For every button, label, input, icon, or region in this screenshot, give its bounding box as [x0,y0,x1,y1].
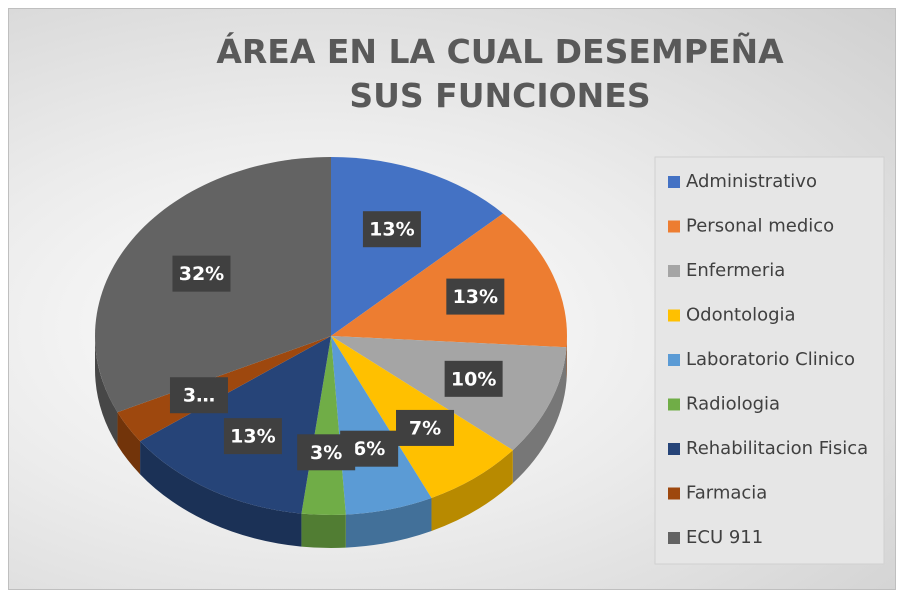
data-label-box [169,377,228,414]
legend-swatch [668,265,680,277]
legend-label: Personal medico [686,216,834,237]
slice-side [140,441,302,547]
data-label-box [297,434,356,471]
chart-title: ÁREA EN LA CUAL DESEMPEÑA SUS FUNCIONES [216,32,784,115]
data-label: 3… [183,385,215,407]
data-label-box [223,418,282,455]
slice-side [512,347,567,484]
data-label: 13% [369,219,414,241]
slice-side [345,497,432,548]
legend-label: ECU 911 [686,527,763,548]
slice-side [95,336,118,446]
data-label: 3% [310,442,342,464]
slice-side [117,412,141,475]
slice-side [301,513,346,549]
legend-swatch [668,354,680,366]
legend-label: Enfermeria [686,260,785,281]
legend-label: Laboratorio Clinico [686,349,855,370]
legend-swatch [668,176,680,188]
data-label: 6% [353,438,385,460]
data-label-box [444,360,503,397]
legend-label: Odontologia [686,305,796,326]
legend-swatch [668,398,680,411]
data-label: 13% [230,426,275,448]
data-label: 10% [451,368,496,390]
legend-label: Radiologia [686,394,780,415]
legend-label: Farmacia [686,483,767,504]
data-label-box [362,211,421,248]
legend-box [654,156,885,565]
legend-swatch [668,309,680,322]
data-label-box [172,255,231,292]
legend-label: Administrativo [686,171,817,192]
legend-swatch [668,220,680,233]
slice [331,336,432,515]
legend-swatch [668,532,680,544]
data-label-box [446,278,505,315]
legend-label: Rehabilitacion Fisica [686,438,868,459]
data-label: 13% [453,286,498,308]
slice-side [431,450,513,531]
data-label: 32% [179,263,224,285]
legend-swatch [668,443,680,455]
data-label: 7% [409,417,441,439]
data-label-box [396,409,455,446]
legend-swatch [668,487,680,500]
